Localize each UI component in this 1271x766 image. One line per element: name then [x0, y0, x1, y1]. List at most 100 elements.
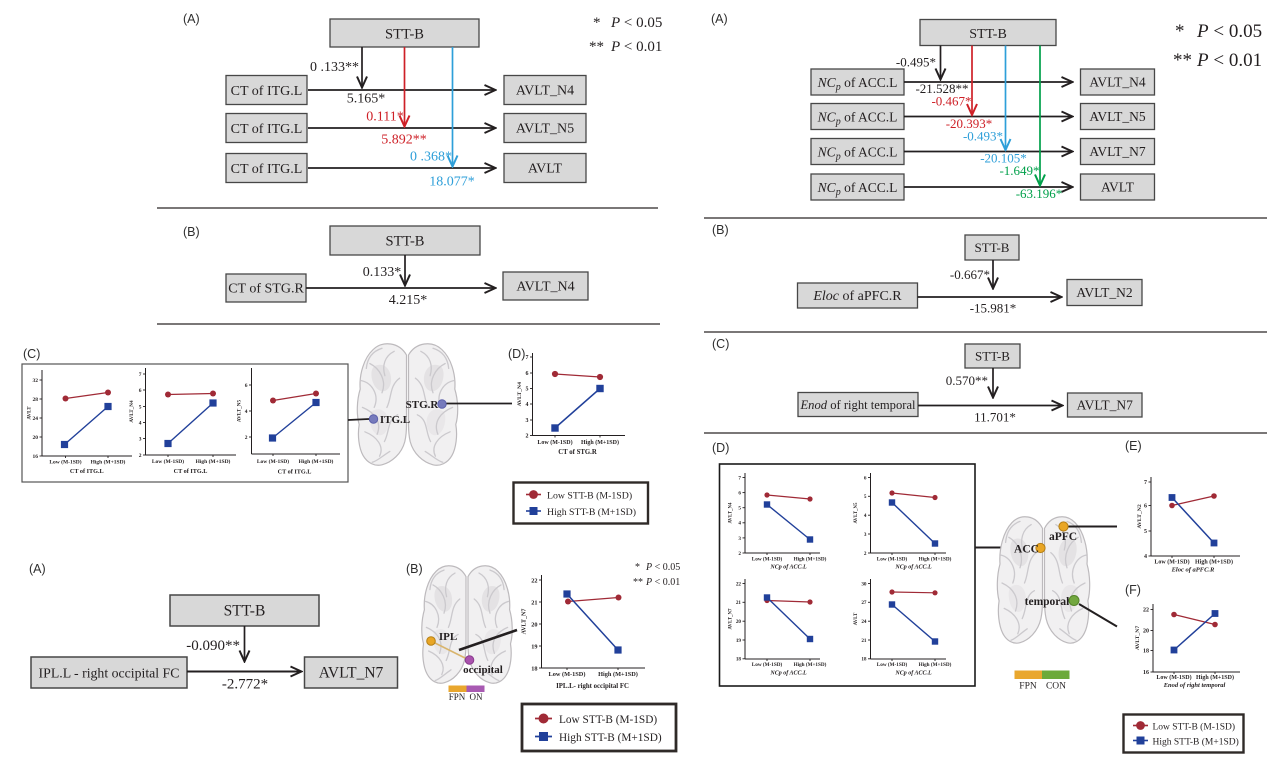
svg-text:High (M+1SD): High (M+1SD): [794, 661, 827, 668]
svg-text:5: 5: [1144, 529, 1147, 535]
svg-text:2: 2: [245, 435, 248, 441]
svg-text:aPFC: aPFC: [1049, 531, 1077, 543]
svg-text:AVLT: AVLT: [27, 406, 33, 420]
svg-text:21: 21: [531, 599, 537, 606]
svg-text:AVLT_N2: AVLT_N2: [1076, 285, 1132, 300]
svg-text:CT of STG.R: CT of STG.R: [558, 449, 597, 456]
svg-text:Eloc of aPFC.R: Eloc of aPFC.R: [812, 289, 902, 304]
svg-text:IPL.L- right occipital FC: IPL.L- right occipital FC: [556, 683, 629, 690]
svg-text:6: 6: [864, 475, 867, 481]
svg-text:CT of ITG.L: CT of ITG.L: [231, 162, 303, 177]
svg-text:Low (M-1SD): Low (M-1SD): [549, 671, 586, 678]
svg-text:(E): (E): [1125, 439, 1142, 453]
svg-text:Low (M-1SD): Low (M-1SD): [877, 556, 908, 563]
svg-text:STT-B: STT-B: [975, 240, 1010, 255]
svg-text:AVLT_N7: AVLT_N7: [1089, 144, 1146, 159]
svg-text:5: 5: [139, 404, 142, 410]
svg-text:3: 3: [864, 532, 867, 538]
svg-text:20: 20: [736, 619, 742, 625]
svg-text:6: 6: [738, 490, 741, 496]
svg-text:STT-B: STT-B: [385, 27, 424, 43]
svg-text:CT of ITG.L: CT of ITG.L: [231, 84, 303, 99]
svg-text:CT of STG.R: CT of STG.R: [228, 282, 304, 297]
svg-text:6: 6: [526, 371, 529, 377]
svg-text:(B): (B): [406, 562, 423, 576]
svg-text:32: 32: [33, 378, 39, 384]
svg-text:NCp of ACC.L: NCp of ACC.L: [894, 565, 932, 571]
svg-text:Low (M-1SD): Low (M-1SD): [752, 556, 783, 563]
svg-text:-20.105*: -20.105*: [980, 151, 1027, 166]
svg-text:-0.495*: -0.495*: [896, 55, 936, 70]
svg-text:28: 28: [33, 397, 39, 403]
svg-text:-20.393*: -20.393*: [946, 116, 993, 131]
svg-text:High (M+1SD): High (M+1SD): [919, 661, 952, 668]
svg-text:NCp of ACC.L: NCp of ACC.L: [817, 110, 898, 128]
svg-text:AVLT_N5: AVLT_N5: [854, 502, 859, 523]
svg-text:High (M+1SD): High (M+1SD): [196, 458, 231, 465]
svg-text:(A): (A): [183, 12, 200, 26]
svg-text:4: 4: [245, 409, 248, 415]
svg-text:18: 18: [531, 665, 537, 672]
svg-text:**P < 0.01: ** P < 0.01: [633, 577, 680, 588]
svg-text:-63.196*: -63.196*: [1016, 186, 1063, 201]
svg-text:(B): (B): [712, 223, 729, 237]
svg-text:30: 30: [861, 581, 867, 587]
svg-text:temporal: temporal: [1025, 596, 1070, 608]
svg-text:High (M+1SD): High (M+1SD): [581, 439, 619, 446]
svg-text:(B): (B): [183, 225, 200, 239]
svg-text:AVLT_N4: AVLT_N4: [517, 382, 523, 406]
svg-text:2: 2: [526, 434, 529, 440]
svg-text:IPL.L - right occipital FC: IPL.L - right occipital FC: [39, 666, 180, 681]
svg-text:**P < 0.01: ** P < 0.01: [1173, 50, 1262, 71]
svg-text:Low (M-1SD): Low (M-1SD): [49, 459, 81, 466]
svg-text:0.133*: 0.133*: [363, 265, 402, 280]
svg-text:STG.R: STG.R: [406, 399, 440, 411]
svg-text:*P < 0.05: * P < 0.05: [635, 562, 680, 573]
svg-text:-21.528**: -21.528**: [915, 81, 968, 96]
svg-text:7: 7: [526, 355, 529, 361]
svg-text:AVLT_N7: AVLT_N7: [522, 609, 528, 635]
svg-text:AVLT_N5: AVLT_N5: [237, 399, 243, 422]
svg-text:CT of ITG.L: CT of ITG.L: [231, 122, 303, 137]
svg-text:18.077*: 18.077*: [429, 175, 475, 190]
svg-text:*P < 0.05: * P < 0.05: [593, 15, 662, 31]
svg-text:27: 27: [861, 600, 867, 606]
svg-text:High (M+1SD): High (M+1SD): [299, 458, 334, 465]
svg-text:ITG.L: ITG.L: [380, 414, 410, 426]
svg-text:5: 5: [864, 494, 867, 500]
svg-text:24: 24: [33, 416, 39, 422]
svg-text:Low (M-1SD): Low (M-1SD): [257, 458, 289, 465]
svg-text:4: 4: [139, 420, 142, 426]
svg-text:5: 5: [738, 506, 741, 512]
svg-text:CT of ITG.L: CT of ITG.L: [70, 468, 104, 475]
svg-text:AVLT_N7: AVLT_N7: [729, 608, 734, 629]
svg-text:(A): (A): [711, 12, 728, 26]
svg-text:6: 6: [139, 388, 142, 394]
svg-text:5: 5: [526, 387, 529, 393]
svg-text:22: 22: [1143, 608, 1149, 614]
svg-text:(A): (A): [29, 562, 46, 576]
svg-text:High (M+1SD): High (M+1SD): [1195, 559, 1233, 566]
svg-text:4.215*: 4.215*: [389, 293, 428, 308]
svg-text:High (M+1SD): High (M+1SD): [794, 556, 827, 563]
svg-text:High (M+1SD): High (M+1SD): [598, 671, 638, 678]
svg-text:3: 3: [526, 418, 529, 424]
svg-text:Low (M-1SD): Low (M-1SD): [537, 439, 572, 446]
svg-text:4: 4: [1144, 554, 1147, 560]
svg-text:0.570**: 0.570**: [946, 373, 988, 388]
svg-text:20: 20: [1143, 629, 1149, 635]
svg-text:-0.467*: -0.467*: [931, 94, 971, 109]
svg-text:occipital: occipital: [463, 664, 503, 676]
svg-text:5.892**: 5.892**: [381, 133, 427, 148]
svg-text:21: 21: [736, 600, 742, 606]
svg-text:High STT-B (M+1SD): High STT-B (M+1SD): [547, 507, 636, 518]
svg-text:Low (M-1SD): Low (M-1SD): [877, 661, 908, 668]
svg-text:-0.493*: -0.493*: [963, 129, 1003, 144]
svg-text:11.701*: 11.701*: [974, 410, 1016, 425]
svg-text:Enod of right temporal: Enod of right temporal: [1163, 682, 1226, 689]
svg-text:**P < 0.01: ** P < 0.01: [589, 39, 662, 55]
svg-text:5.165*: 5.165*: [347, 92, 386, 107]
svg-text:AVLT_N7: AVLT_N7: [1135, 626, 1141, 650]
svg-text:AVLT: AVLT: [528, 162, 563, 177]
svg-text:20: 20: [33, 435, 39, 441]
